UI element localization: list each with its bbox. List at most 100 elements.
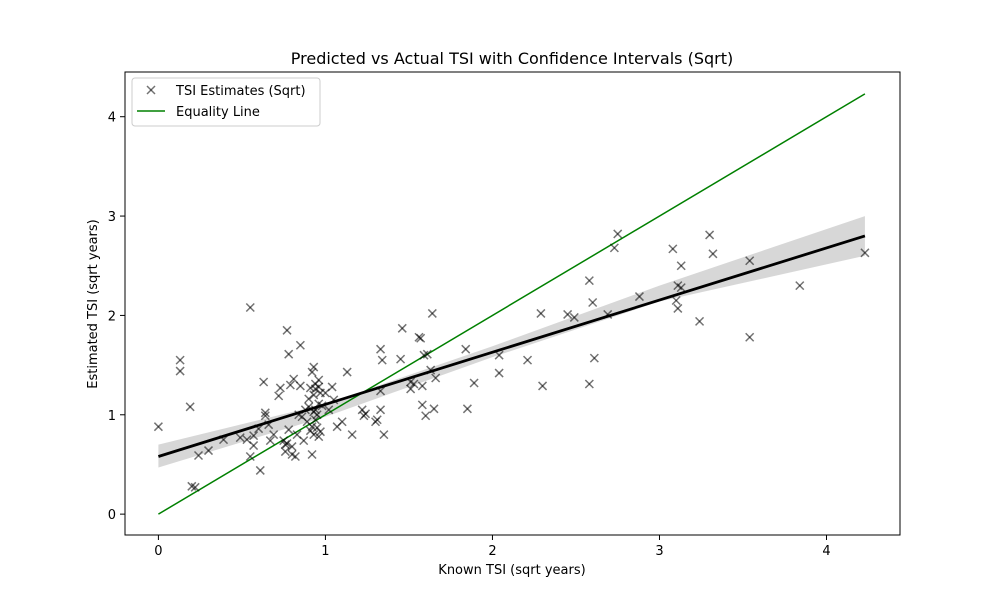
data-point <box>309 362 319 372</box>
data-point <box>609 243 619 253</box>
y-tick-label: 3 <box>108 210 116 225</box>
confidence-band-layer <box>158 216 865 468</box>
data-point <box>676 261 686 271</box>
data-point <box>377 355 387 365</box>
legend: TSI Estimates (Sqrt) Equality Line <box>131 77 321 127</box>
data-point <box>259 377 269 387</box>
data-point <box>396 354 406 364</box>
data-point <box>634 292 644 302</box>
data-point <box>427 308 437 318</box>
data-point <box>613 229 623 239</box>
data-point <box>312 410 322 420</box>
data-point <box>327 382 337 392</box>
data-point <box>523 355 533 365</box>
data-point <box>676 283 686 293</box>
data-point <box>235 433 245 443</box>
data-point <box>337 417 347 427</box>
plot-frame <box>124 71 901 536</box>
data-point <box>290 451 300 462</box>
data-point <box>417 400 427 410</box>
data-point <box>295 340 305 350</box>
data-point <box>307 367 317 377</box>
data-point <box>569 312 579 322</box>
data-point <box>185 402 195 412</box>
data-point <box>461 344 471 354</box>
data-point <box>260 408 270 418</box>
x-tick-label: 0 <box>154 544 162 559</box>
data-point <box>347 430 357 440</box>
data-point <box>260 411 270 421</box>
data-point <box>538 381 548 391</box>
data-point <box>284 425 294 435</box>
x-tick-label: 2 <box>488 544 496 559</box>
data-point <box>265 436 275 446</box>
data-point <box>416 333 426 343</box>
data-point <box>494 368 504 378</box>
data-point <box>314 432 324 442</box>
data-point <box>589 353 599 363</box>
legend-box <box>131 77 321 127</box>
data-point <box>429 404 439 414</box>
data-point <box>190 482 200 492</box>
data-point <box>409 379 419 389</box>
confidence-interval-band <box>158 216 865 468</box>
data-point <box>469 378 479 388</box>
data-point <box>584 379 594 389</box>
x-tick-label: 1 <box>321 544 329 559</box>
data-point <box>299 436 309 446</box>
data-point <box>421 411 431 421</box>
data-point <box>269 430 279 440</box>
data-point <box>795 281 805 291</box>
y-axis-ticks: 0 1 2 3 4 <box>108 111 125 523</box>
data-point <box>282 325 292 335</box>
regression-line-layer <box>157 234 866 458</box>
data-point <box>175 355 185 365</box>
equality-line <box>158 93 866 515</box>
legend-label-equality: Equality Line <box>176 105 260 120</box>
equality-line-layer <box>158 93 866 515</box>
y-tick-label: 4 <box>108 111 116 126</box>
data-point <box>282 439 292 449</box>
data-point <box>417 381 427 391</box>
data-point <box>314 375 324 385</box>
data-point <box>860 248 870 258</box>
data-point <box>310 415 320 425</box>
data-point <box>376 344 386 354</box>
x-axis-label: Known TSI (sqrt years) <box>438 563 585 578</box>
y-axis-label: Estimated TSI (sqrt years) <box>86 219 101 388</box>
data-point <box>315 427 325 437</box>
data-point <box>295 381 305 391</box>
y-tick-label: 0 <box>108 508 116 523</box>
data-point <box>245 302 255 313</box>
data-point <box>309 430 319 440</box>
y-tick-label: 1 <box>108 409 116 424</box>
data-point <box>668 244 678 254</box>
legend-label-estimates: TSI Estimates (Sqrt) <box>175 84 306 99</box>
data-point <box>745 256 755 266</box>
data-point <box>695 316 705 326</box>
data-point <box>431 373 441 383</box>
data-point <box>287 442 297 452</box>
data-point <box>584 276 594 286</box>
data-point <box>588 297 598 308</box>
data-point <box>705 230 715 240</box>
data-point <box>406 384 416 394</box>
data-point <box>203 446 214 456</box>
y-tick-label: 2 <box>108 309 116 324</box>
data-point <box>193 450 204 461</box>
data-point <box>342 367 352 377</box>
data-point <box>494 350 504 360</box>
data-point <box>379 430 389 440</box>
chart-title: Predicted vs Actual TSI with Confidence … <box>291 49 733 68</box>
data-point <box>255 465 265 475</box>
data-point <box>285 380 295 390</box>
data-point <box>175 366 185 376</box>
data-point <box>280 447 290 457</box>
data-points-layer <box>153 229 870 492</box>
data-point <box>462 404 472 414</box>
data-point <box>563 309 573 319</box>
x-tick-label: 4 <box>822 544 830 559</box>
x-tick-label: 3 <box>655 544 663 559</box>
